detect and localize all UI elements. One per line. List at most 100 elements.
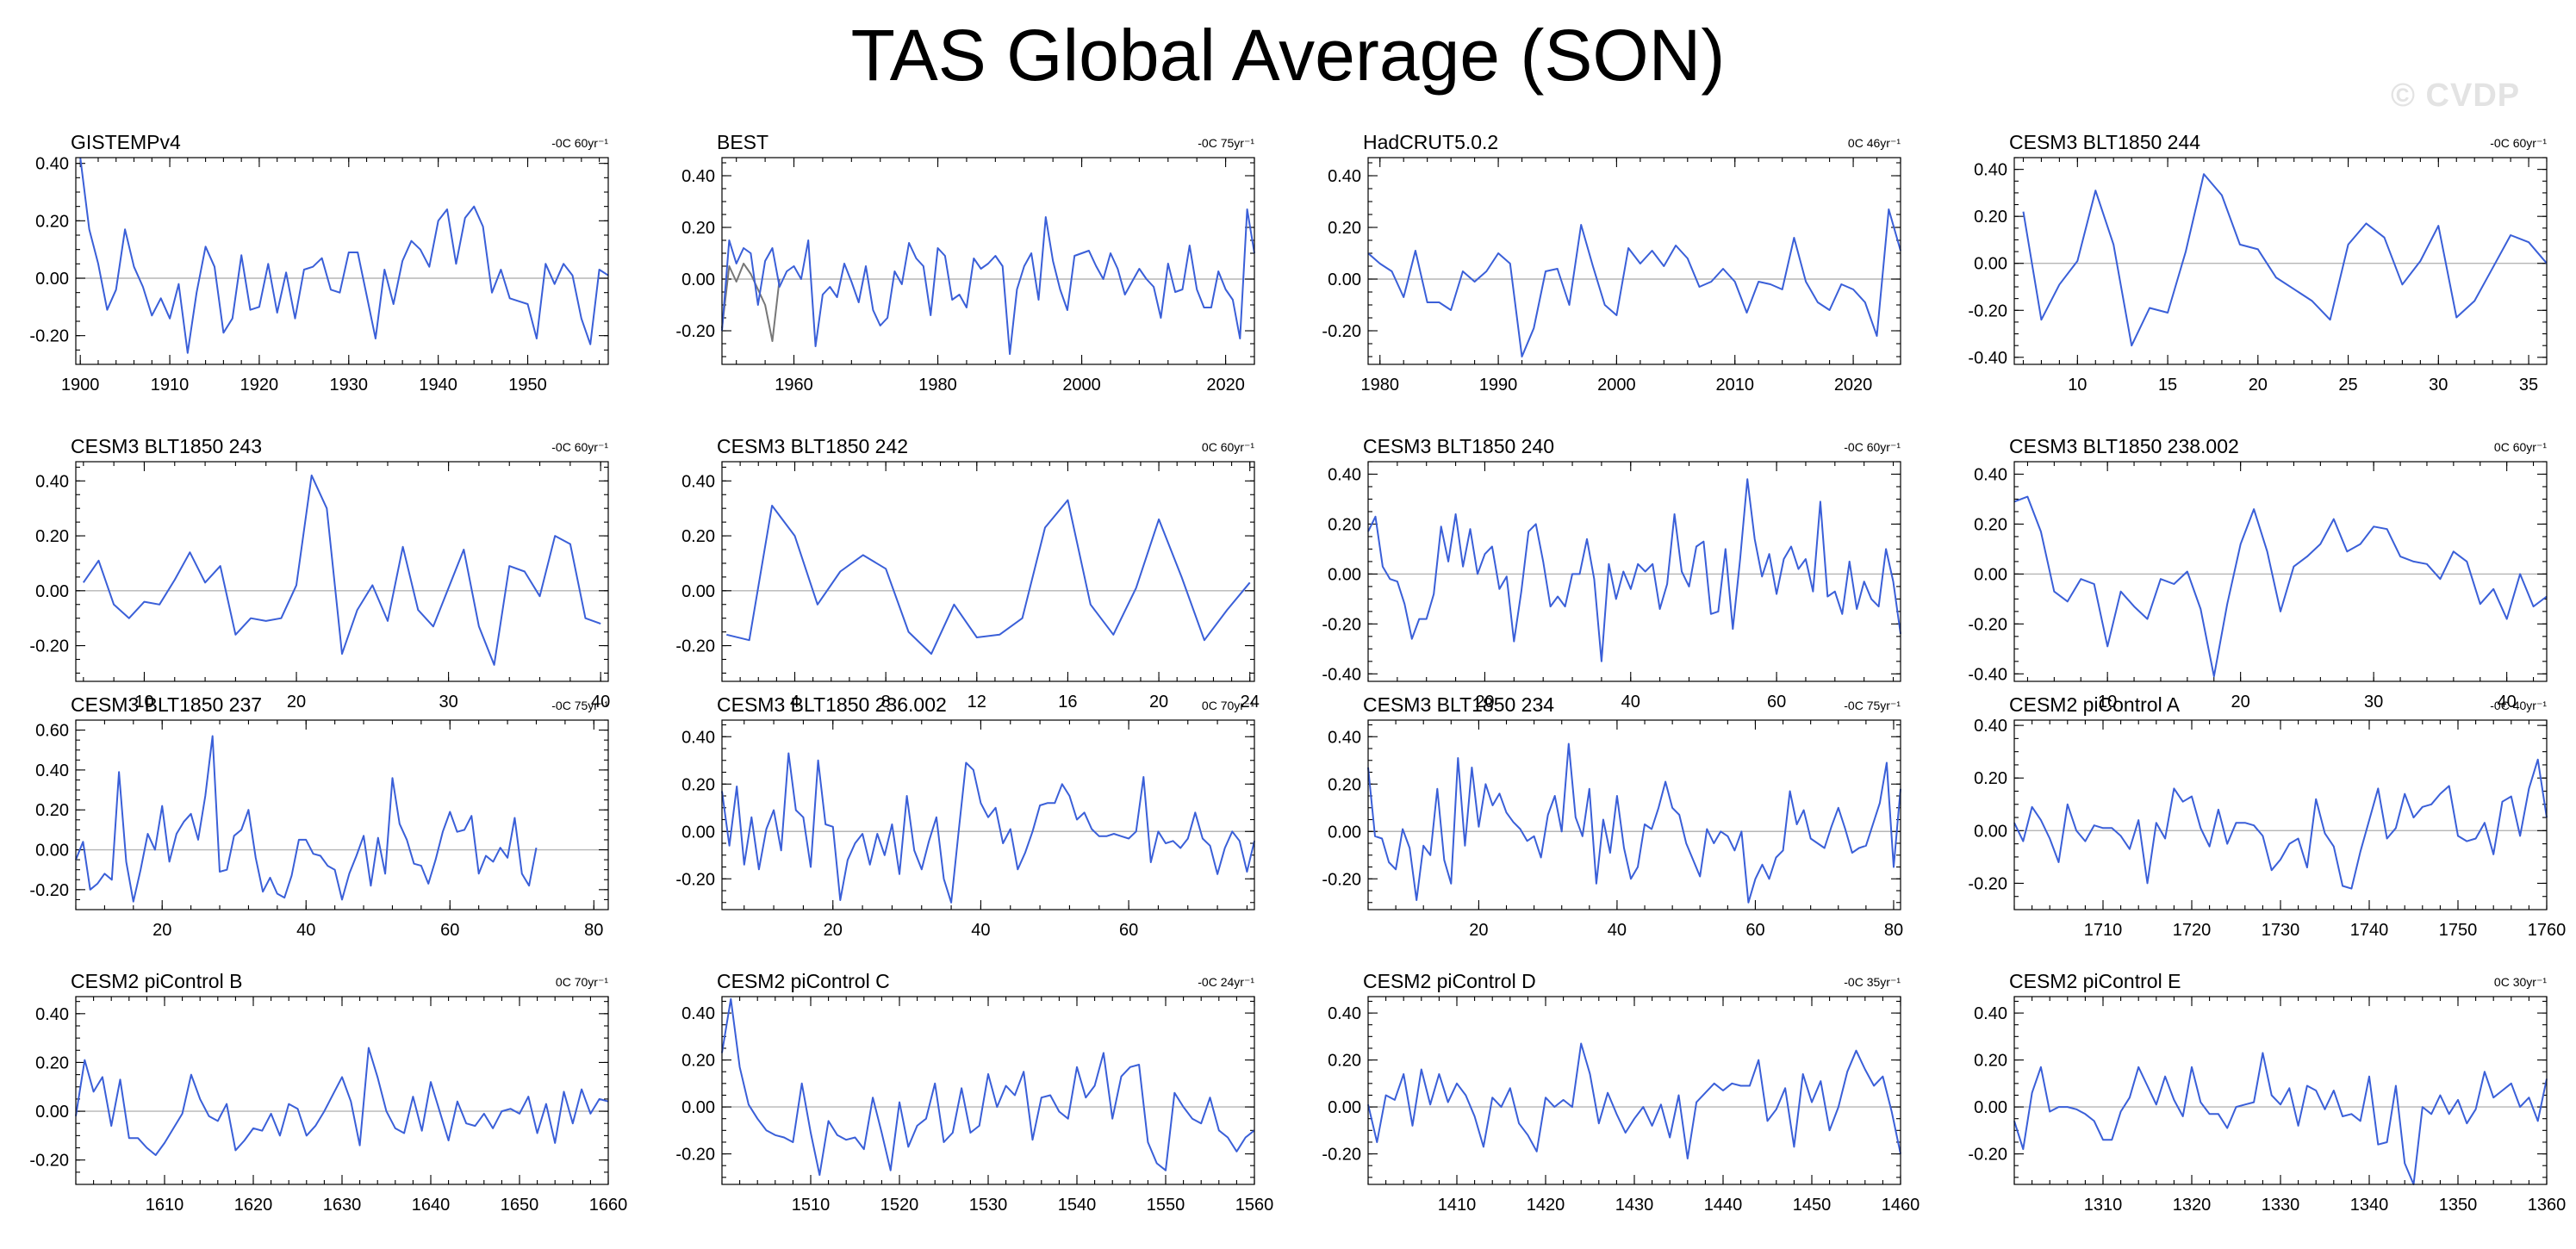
x-tick-label: 1990 xyxy=(1479,376,1518,395)
trend-label: -0C 35yr⁻¹ xyxy=(1844,975,1901,989)
y-tick-label: 0.20 xyxy=(1974,1052,2007,1071)
y-tick-label: 0.00 xyxy=(1328,823,1361,842)
x-tick-label: 1910 xyxy=(151,376,190,395)
plot-frame xyxy=(2013,157,2548,365)
chart-panel: BEST -0C 75yr⁻¹ -0.20 0.00 0.20 0.40 1960 1980 2… xyxy=(675,131,1255,395)
panel-title: CESM3 BLT1850 237 xyxy=(71,693,262,716)
series-line xyxy=(1367,743,1901,904)
y-tick-label: -0.20 xyxy=(1322,615,1361,634)
x-tick-label: 1930 xyxy=(330,376,369,395)
x-tick-label: 20 xyxy=(1475,693,1494,711)
y-tick-label: 0.40 xyxy=(35,472,69,491)
x-tick-label: 20 xyxy=(2231,693,2250,711)
y-tick-label: 0.20 xyxy=(1328,1052,1361,1071)
x-tick-label: 1450 xyxy=(1793,1196,1832,1215)
y-tick-label: -0.20 xyxy=(29,637,69,656)
chart-panel: HadCRUT5.0.2 0C 46yr⁻¹ -0.20 0.00 0.20 0.40 19… xyxy=(1322,131,1901,395)
x-tick-label: 60 xyxy=(1119,921,1138,940)
x-tick-label: 1650 xyxy=(501,1196,539,1215)
x-tick-label: 35 xyxy=(2519,376,2538,395)
x-tick-label: 25 xyxy=(2338,376,2357,395)
series-line xyxy=(75,735,538,903)
x-tick-label: 1740 xyxy=(2350,921,2389,940)
x-tick-label: 24 xyxy=(1241,693,1260,711)
y-tick-label: 0.00 xyxy=(1328,565,1361,584)
series-line xyxy=(1367,208,1901,357)
panel-title: CESM3 BLT1850 243 xyxy=(71,435,262,457)
y-tick-label: 0.40 xyxy=(1974,161,2007,180)
y-tick-label: -0.40 xyxy=(1968,665,2007,684)
trend-label: 0C 30yr⁻¹ xyxy=(2494,975,2547,989)
plot-frame xyxy=(721,157,1255,365)
plot-frame xyxy=(2013,996,2548,1185)
x-tick-label: 8 xyxy=(881,693,891,711)
y-tick-label: 0.00 xyxy=(681,1098,715,1117)
x-tick-label: 1410 xyxy=(1438,1196,1477,1215)
y-tick-label: -0.20 xyxy=(1968,615,2007,634)
x-tick-label: 40 xyxy=(296,921,315,940)
x-tick-label: 20 xyxy=(287,693,306,711)
x-tick-label: 10 xyxy=(2068,376,2087,395)
x-tick-label: 80 xyxy=(584,921,603,940)
x-tick-label: 60 xyxy=(440,921,459,940)
y-tick-label: 0.40 xyxy=(1328,167,1361,186)
y-tick-label: 0.00 xyxy=(35,842,69,861)
y-tick-label: -0.20 xyxy=(675,1146,715,1165)
y-tick-label: 0.00 xyxy=(1974,822,2007,841)
x-tick-label: 20 xyxy=(152,921,171,940)
x-tick-label: 1900 xyxy=(61,376,100,395)
x-tick-label: 15 xyxy=(2158,376,2177,395)
plot-frame xyxy=(721,996,1255,1185)
series-line xyxy=(1367,1042,1901,1159)
x-tick-label: 1980 xyxy=(918,376,957,395)
y-tick-label: 0.40 xyxy=(1328,728,1361,747)
trend-label: -0C 60yr⁻¹ xyxy=(2490,136,2547,150)
y-tick-label: 0.20 xyxy=(681,219,715,238)
plot-frame xyxy=(1367,719,1901,910)
y-tick-label: -0.20 xyxy=(29,1152,69,1171)
y-tick-label: -0.20 xyxy=(675,322,715,341)
y-tick-label: 0.40 xyxy=(1328,465,1361,484)
x-tick-label: 1630 xyxy=(323,1196,362,1215)
x-tick-label: 80 xyxy=(1884,921,1903,940)
x-tick-label: 1530 xyxy=(969,1196,1008,1215)
cvdp-watermark: © CVDP xyxy=(2391,78,2521,114)
y-tick-label: 0.00 xyxy=(1974,255,2007,274)
y-tick-label: 0.00 xyxy=(681,270,715,289)
chart-panel: CESM3 BLT1850 234 -0C 75yr⁻¹ -0.20 0.00 0.20… xyxy=(1322,693,1903,940)
y-tick-label: -0.40 xyxy=(1968,349,2007,368)
x-tick-label: 1920 xyxy=(240,376,279,395)
trend-label: 0C 70yr⁻¹ xyxy=(556,975,608,989)
y-tick-label: 0.40 xyxy=(1974,1004,2007,1023)
plot-frame xyxy=(2013,461,2548,682)
trend-label: -0C 75yr⁻¹ xyxy=(551,699,608,712)
x-tick-label: 1950 xyxy=(508,376,547,395)
y-tick-label: 0.40 xyxy=(681,728,715,747)
plot-frame xyxy=(1367,157,1901,365)
x-tick-label: 40 xyxy=(1621,693,1640,711)
y-tick-label: -0.20 xyxy=(675,637,715,656)
x-tick-label: 30 xyxy=(2364,693,2383,711)
trend-label: -0C 24yr⁻¹ xyxy=(1198,975,1254,989)
y-tick-label: -0.20 xyxy=(1968,301,2007,320)
panel-title: GISTEMPv4 xyxy=(71,131,181,153)
x-tick-label: 1560 xyxy=(1235,1196,1274,1215)
panel-title: HadCRUT5.0.2 xyxy=(1363,131,1498,153)
y-tick-label: 0.00 xyxy=(1974,565,2007,584)
y-tick-label: 0.40 xyxy=(1328,1004,1361,1023)
x-tick-label: 60 xyxy=(1767,693,1786,711)
x-tick-label: 30 xyxy=(439,693,457,711)
x-tick-label: 20 xyxy=(2249,376,2268,395)
x-tick-label: 1310 xyxy=(2084,1196,2123,1215)
panel-title: CESM2 piControl E xyxy=(2009,970,2181,992)
y-tick-label: 0.20 xyxy=(35,527,69,546)
series-line xyxy=(75,1047,609,1156)
x-tick-label: 40 xyxy=(2498,693,2517,711)
x-tick-label: 1550 xyxy=(1147,1196,1185,1215)
chart-panel: GISTEMPv4 -0C 60yr⁻¹ -0.20 0.00 0.20 0.40 1900… xyxy=(29,131,609,395)
panel-title: CESM3 BLT1850 242 xyxy=(717,435,908,457)
y-tick-label: 0.20 xyxy=(1974,515,2007,534)
x-tick-label: 1360 xyxy=(2528,1196,2567,1215)
trend-label: -0C 75yr⁻¹ xyxy=(1844,699,1901,712)
